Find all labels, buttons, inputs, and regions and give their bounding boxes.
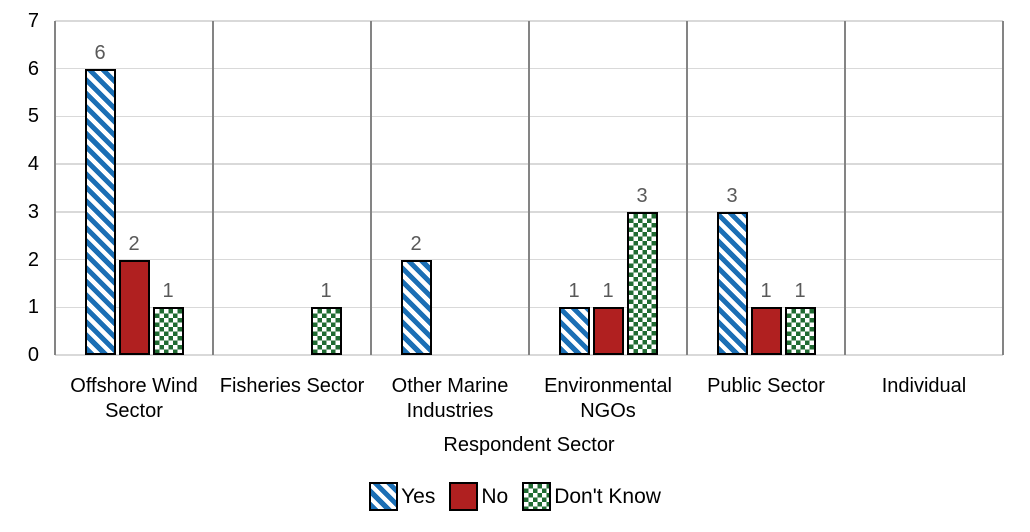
- bar-slot: 1: [310, 21, 342, 355]
- category-label-public-sector: Public Sector: [707, 375, 825, 397]
- y-tick-label: 2: [27, 248, 39, 271]
- bar-don-t-know-environmental-ngos: [626, 211, 658, 355]
- category-separator: [528, 21, 530, 355]
- plot-right-border: [1002, 21, 1004, 355]
- bar-value-label: 1: [602, 280, 614, 303]
- y-tick-label: 4: [27, 153, 39, 176]
- bar-slot: [277, 21, 308, 355]
- bar-group-individual: [845, 21, 1003, 355]
- bar-slot: 3: [716, 21, 748, 355]
- bar-value-label: 1: [794, 280, 806, 303]
- bar-no-public-sector: [750, 307, 782, 355]
- bar-value-label: 1: [320, 280, 332, 303]
- bar-value-label: 2: [128, 232, 140, 255]
- category-separator: [686, 21, 688, 355]
- bar-no-environmental-ngos: [592, 307, 624, 355]
- legend-item-no: No: [449, 482, 508, 511]
- y-tick-label: 1: [27, 296, 39, 319]
- category-label-individual: Individual: [881, 375, 967, 397]
- plot-left-border: [54, 21, 56, 355]
- bar-value-label: 6: [94, 41, 106, 64]
- category-separator: [370, 21, 372, 355]
- legend: Yes No Don't Know: [0, 482, 1030, 511]
- bar-group-fisheries-sector: 1: [213, 21, 371, 355]
- bar-slot: 2: [118, 21, 150, 355]
- bar-value-label: 1: [162, 280, 174, 303]
- bar-no-offshore-wind-sector: [118, 259, 150, 355]
- bar-group-other-marine-industries: 2: [371, 21, 529, 355]
- category-separator: [212, 21, 214, 355]
- bar-don-t-know-offshore-wind-sector: [152, 307, 184, 355]
- y-tick-label: 3: [27, 200, 39, 223]
- bar-group-offshore-wind-sector: 6 2 1: [55, 21, 213, 355]
- legend-swatch-no: [449, 482, 479, 511]
- y-tick-label: 5: [27, 105, 39, 128]
- category-label-environmental-ngos: Environmental NGOs: [544, 375, 672, 422]
- gridline: [55, 354, 1003, 356]
- y-tick-label: 6: [27, 57, 39, 80]
- bar-slot: 6: [84, 21, 116, 355]
- bar-value-label: 1: [760, 280, 772, 303]
- bar-yes-offshore-wind-sector: [84, 68, 116, 355]
- legend-label: Don't Know: [554, 484, 661, 508]
- bar-value-label: 1: [568, 280, 580, 303]
- category-separator: [844, 21, 846, 355]
- bar-don-t-know-public-sector: [784, 307, 816, 355]
- y-tick-label: 0: [27, 344, 39, 366]
- bar-slot: [943, 21, 974, 355]
- x-axis-title: Respondent Sector: [443, 434, 615, 456]
- bar-slot: [909, 21, 940, 355]
- bar-slot: 1: [784, 21, 816, 355]
- bar-yes-environmental-ngos: [558, 307, 590, 355]
- category-label-offshore-wind-sector: Offshore Wind Sector: [70, 375, 198, 422]
- bar-slot: [875, 21, 906, 355]
- bar-slot: [435, 21, 466, 355]
- legend-item-don-t-know: Don't Know: [522, 482, 661, 511]
- bar-yes-other-marine-industries: [400, 259, 432, 355]
- bar-slot: 2: [400, 21, 432, 355]
- bar-slot: 3: [626, 21, 658, 355]
- bar-slot: [469, 21, 500, 355]
- legend-label: Yes: [401, 484, 436, 508]
- legend-label: No: [481, 484, 509, 508]
- bar-value-label: 3: [726, 184, 738, 207]
- legend-swatch-don-t-know: [522, 482, 552, 511]
- bar-slot: 1: [152, 21, 184, 355]
- y-axis-tick-labels: 0 1 2 3 4 5 6 7: [0, 10, 47, 366]
- bar-slot: 1: [558, 21, 590, 355]
- bar-slot: 1: [592, 21, 624, 355]
- category-label-fisheries-sector: Fisheries Sector: [219, 375, 365, 397]
- bar-slot: 1: [750, 21, 782, 355]
- legend-swatch-yes: [369, 482, 399, 511]
- bar-slot: [243, 21, 274, 355]
- bar-don-t-know-fisheries-sector: [310, 307, 342, 355]
- y-tick-label: 7: [27, 10, 39, 32]
- bar-yes-public-sector: [716, 211, 748, 355]
- legend-item-yes: Yes: [369, 482, 435, 511]
- bar-value-label: 2: [410, 232, 422, 255]
- category-label-other-marine-industries: Other Marine Industries: [391, 375, 509, 422]
- bar-value-label: 3: [636, 184, 648, 207]
